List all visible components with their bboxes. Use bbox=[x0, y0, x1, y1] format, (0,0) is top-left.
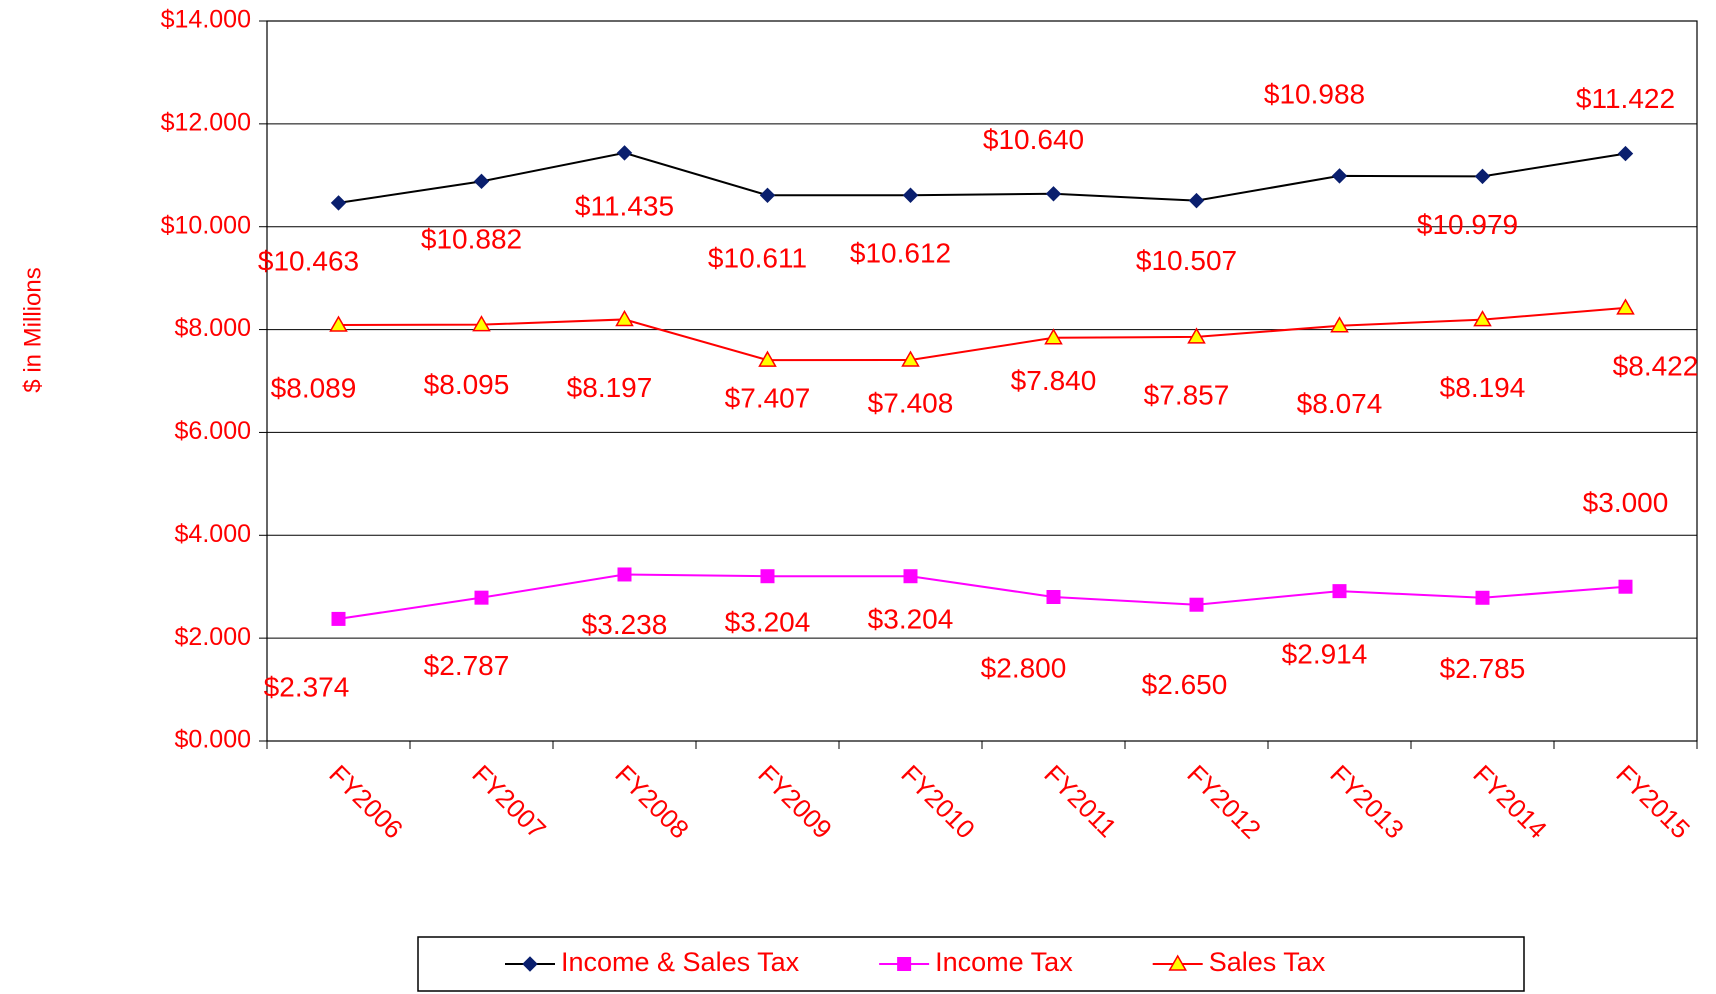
data-point bbox=[331, 611, 346, 626]
legend-label: Sales Tax bbox=[1209, 947, 1326, 977]
data-label: $10.979 bbox=[1417, 209, 1518, 240]
data-label: $2.800 bbox=[981, 652, 1067, 683]
x-tick-label: FY2011 bbox=[1038, 759, 1122, 843]
data-label: $2.787 bbox=[424, 650, 510, 681]
x-tick-label: FY2009 bbox=[752, 759, 838, 845]
data-point bbox=[615, 309, 634, 327]
y-tick-label: $10.000 bbox=[161, 211, 251, 239]
data-point bbox=[474, 590, 489, 605]
x-tick-label: FY2010 bbox=[895, 759, 981, 845]
data-label: $3.204 bbox=[725, 607, 811, 638]
data-label: $10.640 bbox=[983, 124, 1084, 155]
data-point bbox=[1332, 584, 1347, 599]
legend-box bbox=[417, 936, 1525, 992]
data-point bbox=[1331, 168, 1348, 184]
data-point bbox=[902, 187, 919, 203]
legend-marker bbox=[897, 957, 912, 971]
data-point bbox=[759, 187, 776, 203]
y-tick-label: $2.000 bbox=[175, 623, 251, 651]
data-label: $2.650 bbox=[1142, 669, 1228, 700]
x-tick-label: FY2015 bbox=[1610, 759, 1696, 845]
data-label: $7.840 bbox=[1011, 365, 1097, 396]
data-point bbox=[1045, 186, 1062, 202]
series-line bbox=[338, 573, 1626, 620]
y-tick-label: $6.000 bbox=[175, 417, 251, 445]
data-label: $8.074 bbox=[1297, 388, 1383, 419]
y-axis-label: $ in Millions bbox=[19, 267, 46, 392]
y-tick-label: $8.000 bbox=[175, 314, 251, 342]
data-point bbox=[1618, 579, 1633, 594]
data-point bbox=[760, 569, 775, 584]
data-point bbox=[1188, 192, 1205, 209]
data-point bbox=[758, 350, 777, 367]
data-point bbox=[1044, 328, 1063, 345]
data-label: $10.612 bbox=[850, 238, 951, 269]
x-tick-label: FY2008 bbox=[609, 759, 695, 845]
x-tick-label: FY2014 bbox=[1467, 759, 1553, 845]
y-tick-label: $0.000 bbox=[175, 726, 251, 754]
legend-marker bbox=[1168, 954, 1187, 971]
data-label: $11.435 bbox=[575, 190, 674, 221]
data-label: $3.204 bbox=[868, 604, 954, 635]
data-label: $10.507 bbox=[1136, 245, 1237, 276]
data-label: $10.882 bbox=[421, 224, 522, 255]
data-point bbox=[472, 315, 491, 332]
data-label: $8.422 bbox=[1613, 350, 1699, 381]
data-label: $10.988 bbox=[1264, 78, 1365, 109]
data-point bbox=[617, 567, 632, 582]
data-label: $7.408 bbox=[868, 387, 954, 418]
data-label: $10.463 bbox=[258, 245, 359, 276]
data-point bbox=[1474, 168, 1491, 185]
data-point bbox=[1475, 590, 1490, 605]
data-label: $2.785 bbox=[1440, 653, 1526, 684]
y-tick-label: $12.000 bbox=[161, 108, 251, 136]
data-label: $3.000 bbox=[1583, 487, 1669, 518]
data-point bbox=[329, 315, 348, 332]
data-label: $7.857 bbox=[1144, 379, 1230, 410]
legend-label: Income & Sales Tax bbox=[561, 947, 800, 977]
data-point bbox=[903, 569, 918, 584]
data-label: $3.238 bbox=[582, 609, 668, 640]
data-label: $2.914 bbox=[1282, 639, 1368, 670]
data-label: $2.374 bbox=[264, 671, 350, 702]
y-tick-label: $4.000 bbox=[175, 520, 251, 548]
data-point bbox=[1187, 327, 1206, 344]
data-label: $7.407 bbox=[725, 382, 811, 413]
data-point bbox=[901, 350, 920, 367]
x-tick-label: FY2012 bbox=[1181, 759, 1267, 845]
legend-marker bbox=[522, 956, 538, 972]
data-label: $10.611 bbox=[708, 243, 807, 274]
data-label: $8.095 bbox=[424, 369, 510, 400]
series-line bbox=[338, 151, 1626, 204]
data-label: $8.089 bbox=[271, 372, 357, 403]
x-tick-label: FY2007 bbox=[466, 759, 552, 845]
x-tick-label: FY2013 bbox=[1324, 759, 1410, 845]
data-point bbox=[330, 195, 347, 211]
data-point bbox=[616, 145, 633, 161]
data-point bbox=[1330, 316, 1349, 333]
x-tick-label: FY2006 bbox=[323, 759, 409, 845]
data-point bbox=[473, 173, 490, 190]
data-label: $8.197 bbox=[567, 372, 653, 403]
legend-label: Income Tax bbox=[935, 947, 1073, 977]
data-point bbox=[1046, 590, 1061, 604]
data-label: $8.194 bbox=[1440, 372, 1526, 403]
data-point bbox=[1616, 298, 1635, 315]
data-label: $11.422 bbox=[1576, 83, 1675, 114]
data-point bbox=[1473, 310, 1492, 327]
data-point bbox=[1617, 145, 1634, 162]
series-line bbox=[338, 306, 1626, 362]
y-tick-label: $14.000 bbox=[161, 6, 251, 34]
data-point bbox=[1189, 597, 1204, 612]
